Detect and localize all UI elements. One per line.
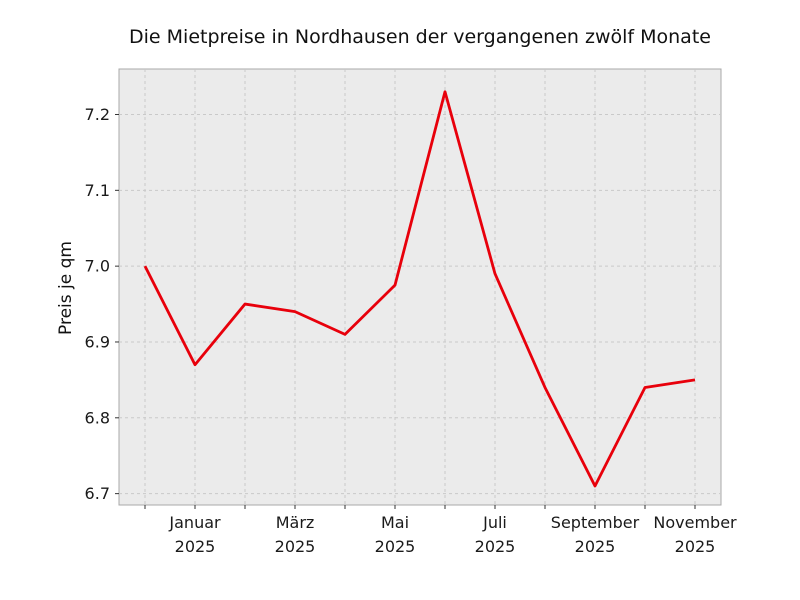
x-tick-label-month: September bbox=[551, 513, 640, 532]
plot-background bbox=[118, 68, 722, 506]
x-tick-label-month: Mai bbox=[381, 513, 409, 532]
x-tick-label-month: März bbox=[276, 513, 315, 532]
x-tick-label-month: November bbox=[653, 513, 737, 532]
x-tick-label-year: 2025 bbox=[675, 537, 716, 556]
price-line-series bbox=[143, 90, 696, 488]
x-tick-label-year: 2025 bbox=[575, 537, 616, 556]
y-tick-label: 7.0 bbox=[85, 257, 110, 276]
y-tick-label: 6.8 bbox=[85, 408, 110, 427]
y-tick-label: 7.1 bbox=[85, 181, 110, 200]
x-tick-label-year: 2025 bbox=[375, 537, 416, 556]
y-tick-label: 7.2 bbox=[85, 105, 110, 124]
x-tick-label-month: Januar bbox=[168, 513, 221, 532]
y-tick-label: 6.9 bbox=[85, 332, 110, 351]
x-tick-label-year: 2025 bbox=[275, 537, 316, 556]
chart-title: Die Mietpreise in Nordhausen der vergang… bbox=[129, 26, 711, 48]
x-tick-label-month: Juli bbox=[482, 513, 507, 532]
y-tick-label: 6.7 bbox=[85, 484, 110, 503]
x-tick-label-year: 2025 bbox=[475, 537, 516, 556]
x-tick-label-year: 2025 bbox=[175, 537, 216, 556]
y-axis-label: Preis je qm bbox=[56, 241, 76, 335]
